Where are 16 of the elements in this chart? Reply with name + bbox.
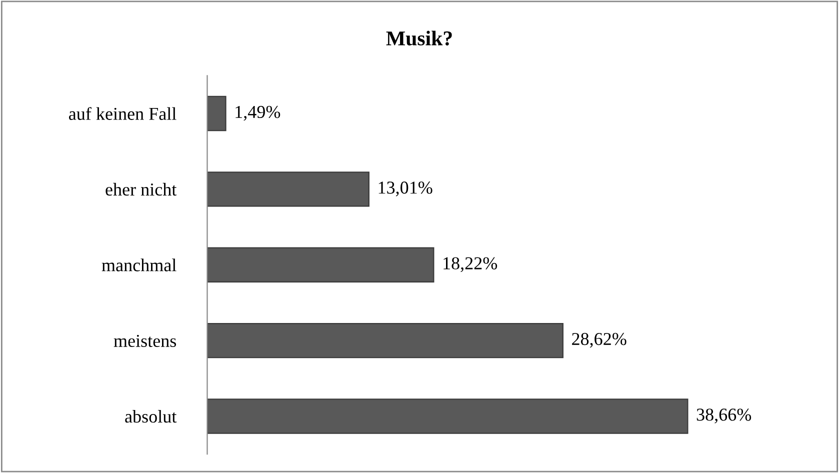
data-label: 28,62%	[572, 332, 626, 348]
bar	[207, 96, 226, 132]
bar	[207, 172, 370, 207]
bar	[207, 322, 564, 358]
y-tick-label: meistens	[114, 334, 176, 347]
y-tick-label: eher nicht	[106, 182, 177, 196]
bar	[207, 247, 434, 282]
y-tick-label: manchmal	[102, 258, 176, 272]
y-tick-label: absolut	[125, 410, 177, 423]
y-tick-label: auf keinen Fall	[69, 107, 176, 120]
bar	[207, 398, 688, 434]
data-label: 13,01%	[378, 182, 432, 196]
chart-title: Musik?	[386, 30, 452, 46]
data-label: 38,66%	[696, 408, 752, 424]
data-label: 1,49%	[236, 106, 280, 121]
data-label: 18,22%	[444, 257, 498, 272]
